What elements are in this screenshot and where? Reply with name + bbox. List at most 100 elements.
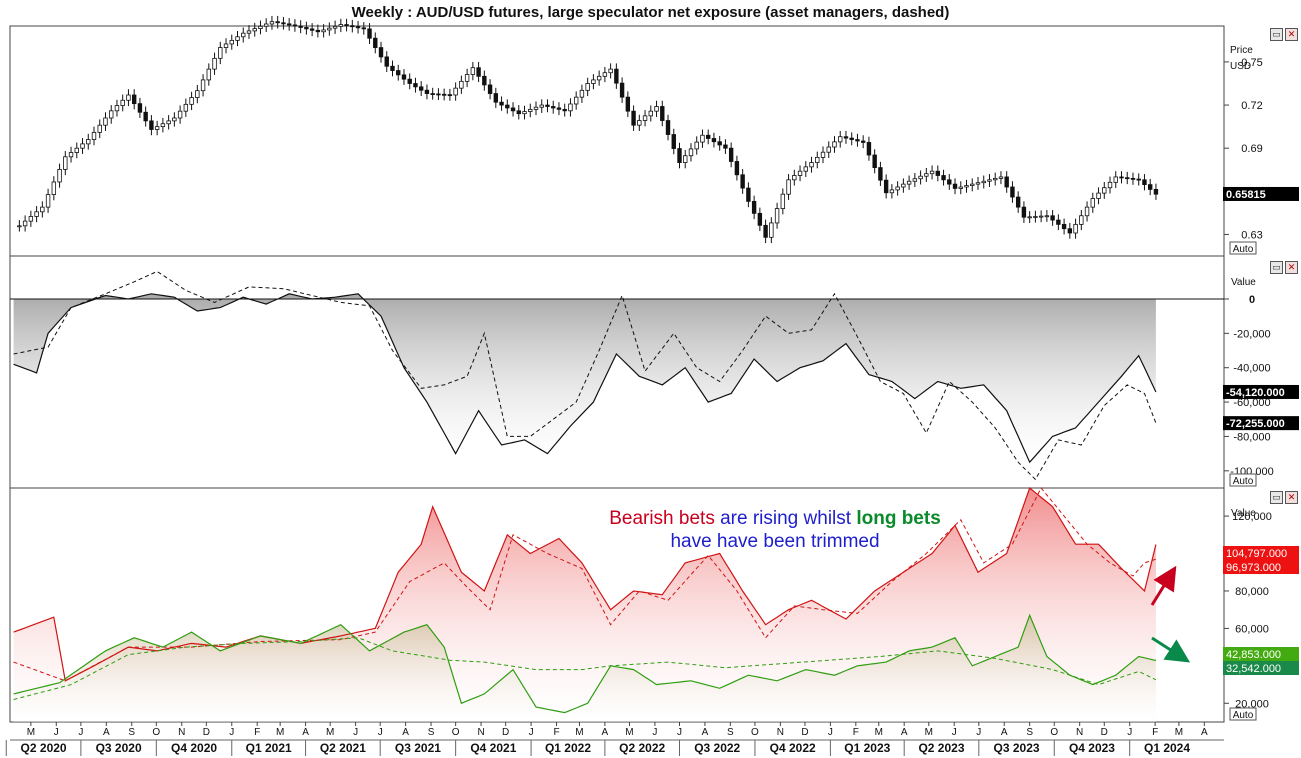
panel-close-icon[interactable]: ✕ (1285, 491, 1298, 504)
x-quarter-label: Q3 2023 (994, 741, 1040, 755)
auto-scale-button (1229, 241, 1257, 255)
candle-body (769, 222, 774, 238)
candle-body (281, 22, 286, 25)
candle-body (172, 117, 177, 122)
candle-body (86, 139, 91, 145)
x-month-label: J (529, 727, 534, 738)
candle-body (591, 79, 596, 84)
candle-body (671, 134, 676, 149)
candle-body (68, 152, 74, 158)
x-month-label: J (378, 727, 383, 738)
panel-close-icon[interactable]: ✕ (1285, 261, 1298, 274)
series-line-large-speculators (13, 293, 1157, 464)
candle-body (189, 97, 194, 105)
x-month-label: A (402, 727, 409, 738)
candle-body (1119, 176, 1124, 179)
candle-body (103, 117, 108, 126)
annotation-middle: are rising whilst (715, 508, 857, 529)
candle-body (418, 86, 424, 91)
x-month-label: F (853, 727, 859, 738)
candle-body (338, 24, 344, 27)
candle-body (677, 148, 682, 163)
x-month-label: J (652, 727, 657, 738)
x-month-label: M (575, 727, 583, 738)
x-quarter-label: Q3 2021 (395, 741, 441, 755)
candle-body (1107, 181, 1113, 189)
candle-body (97, 124, 102, 133)
x-month-label: D (801, 727, 808, 738)
candle-body (373, 37, 378, 48)
candle-body (528, 108, 533, 112)
candle-body (1147, 184, 1153, 190)
longs-asset-managers-value: 32,542.000 (1226, 663, 1281, 675)
candle-body (275, 21, 280, 24)
candle-body (493, 93, 499, 103)
series-line-shorts-speculators (13, 486, 1157, 682)
candle-body (154, 126, 160, 130)
panel-restore-icon[interactable]: ▭ (1270, 491, 1283, 504)
candle-body (901, 183, 906, 188)
candle-body (740, 174, 745, 189)
candle-body (131, 94, 137, 105)
panel-restore-icon[interactable]: ▭ (1270, 28, 1283, 41)
x-quarter-label: Q4 2021 (470, 741, 516, 755)
net-dashed-badge (1223, 416, 1299, 431)
candle-body (688, 148, 694, 157)
x-month-label: S (128, 727, 135, 738)
candle-body (126, 94, 131, 101)
candle-body (1067, 228, 1073, 234)
last-price-badge (1223, 186, 1299, 201)
candle-body (516, 110, 521, 115)
candle-body (826, 146, 831, 153)
candle-body (441, 93, 447, 96)
candle-body (1015, 196, 1021, 208)
annotation-long: long bets (856, 508, 940, 529)
candle-body (149, 120, 154, 130)
candle-body (195, 90, 200, 98)
candle-body (206, 68, 212, 81)
candle-body (912, 178, 918, 182)
candle-body (1027, 216, 1032, 219)
candle-body (797, 170, 803, 176)
x-month-label: J (78, 727, 83, 738)
candle-body (568, 103, 573, 112)
candle-body (1125, 177, 1130, 180)
candle-body (803, 166, 808, 172)
candle-body (91, 131, 97, 140)
candle-body (998, 176, 1004, 179)
panel-restore-icon[interactable]: ▭ (1270, 261, 1283, 274)
net-dashed-badge-text: -72,255.000 (1226, 418, 1285, 430)
candle-body (286, 23, 292, 26)
candle-body (539, 104, 544, 108)
candle-body (143, 111, 148, 122)
candle-body (200, 79, 206, 92)
candle-body (1102, 187, 1107, 194)
x-month-label: S (727, 727, 734, 738)
candle-body (315, 29, 321, 33)
candle-body (545, 104, 550, 107)
candle-body (683, 155, 688, 163)
candle-body (958, 186, 963, 189)
candle-body (332, 25, 338, 29)
candle-body (832, 141, 837, 148)
x-month-label: J (976, 727, 981, 738)
candle-body (447, 94, 453, 97)
candle-body (608, 68, 613, 74)
candle-body (235, 36, 240, 41)
candle-body (860, 140, 866, 143)
candle-body (22, 220, 28, 227)
candle-body (487, 84, 493, 94)
x-month-label: S (1026, 727, 1033, 738)
candle-body (723, 144, 728, 149)
candle-body (711, 138, 717, 143)
candle-body (120, 99, 125, 106)
x-month-label: A (602, 727, 609, 738)
candle-body (74, 147, 79, 153)
candle-body (252, 28, 257, 32)
candle-body (114, 105, 120, 112)
candle-body (355, 26, 361, 29)
panel-close-icon[interactable]: ✕ (1285, 28, 1298, 41)
candle-body (1056, 219, 1061, 225)
candle-body (522, 111, 527, 115)
